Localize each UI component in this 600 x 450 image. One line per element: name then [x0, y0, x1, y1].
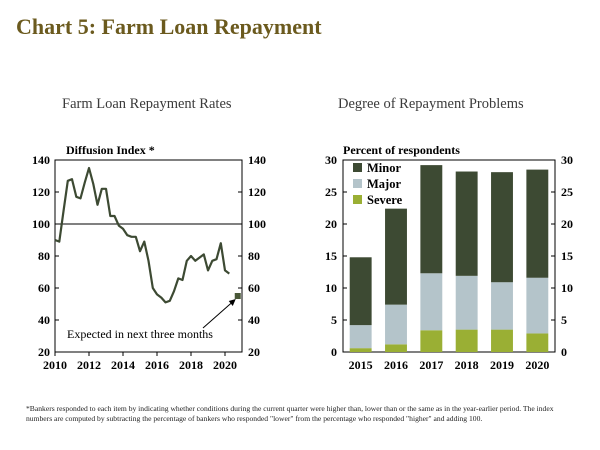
left-x-tick-label: 2014 [111, 358, 135, 372]
bar-severe-2019 [491, 329, 513, 352]
left-y-tick-label-right: 40 [248, 313, 260, 327]
left-y-axis-label: Diffusion Index * [66, 143, 155, 157]
right-x-tick-label: 2019 [490, 358, 514, 372]
bar-major-2016 [385, 304, 407, 345]
bar-minor-2017 [420, 165, 443, 274]
left-y-tick-label-right: 80 [248, 249, 260, 263]
legend-swatch-minor [353, 163, 362, 172]
right-y-tick-label: 15 [325, 249, 337, 263]
right-y-tick-label-right: 0 [561, 345, 567, 359]
expected-marker [234, 293, 241, 299]
left-y-tick-label: 120 [32, 185, 50, 199]
left-y-tick-label-right: 100 [248, 217, 266, 231]
left-y-tick-label: 140 [32, 153, 50, 167]
left-y-tick-label: 80 [38, 249, 50, 263]
bar-severe-2020 [526, 333, 549, 352]
bar-severe-2015 [349, 348, 372, 352]
right-y-tick-label-right: 25 [561, 185, 573, 199]
right-y-tick-label-right: 5 [561, 313, 567, 327]
left-x-tick-label: 2010 [43, 358, 67, 372]
right-x-tick-label: 2017 [419, 358, 443, 372]
left-series-line [54, 166, 230, 304]
legend-label-minor: Minor [367, 161, 401, 175]
bar-major-2015 [349, 325, 372, 349]
right-y-tick-label: 10 [325, 281, 337, 295]
right-y-tick-label-right: 15 [561, 249, 573, 263]
bar-minor-2020 [526, 169, 549, 278]
bar-minor-2016 [385, 208, 407, 305]
right-y-tick-label: 20 [325, 217, 337, 231]
right-y-tick-label: 5 [331, 313, 337, 327]
left-x-tick-label: 2018 [179, 358, 203, 372]
expected-label: Expected in next three months [67, 327, 213, 341]
right-y-tick-label: 0 [331, 345, 337, 359]
left-x-tick-label: 2012 [77, 358, 101, 372]
right-x-tick-label: 2015 [349, 358, 373, 372]
expected-arrow-head [228, 299, 236, 306]
bar-major-2018 [455, 275, 478, 330]
bar-severe-2017 [420, 330, 443, 352]
right-y-axis-label: Percent of respondents [343, 143, 460, 157]
right-y-tick-label-right: 30 [561, 153, 573, 167]
right-x-tick-label: 2016 [384, 358, 408, 372]
left-x-tick-label: 2020 [213, 358, 237, 372]
legend-label-severe: Severe [367, 193, 403, 207]
bar-major-2019 [491, 282, 513, 330]
bar-severe-2016 [385, 344, 407, 352]
left-y-tick-label: 60 [38, 281, 50, 295]
bar-minor-2015 [349, 257, 372, 326]
bar-severe-2018 [455, 329, 478, 352]
right-y-tick-label-right: 20 [561, 217, 573, 231]
left-y-tick-label-right: 120 [248, 185, 266, 199]
left-y-tick-label-right: 60 [248, 281, 260, 295]
right-y-tick-label: 25 [325, 185, 337, 199]
right-y-tick-label: 30 [325, 153, 337, 167]
page-title: Chart 5: Farm Loan Repayment [16, 14, 322, 39]
left-x-tick-label: 2016 [145, 358, 169, 372]
expected-arrow-line [202, 299, 236, 329]
left-y-tick-label-right: 20 [248, 345, 260, 359]
right-x-tick-label: 2018 [455, 358, 479, 372]
right-chart-title: Degree of Repayment Problems [338, 96, 524, 112]
bar-minor-2019 [491, 172, 513, 283]
right-x-tick-label: 2020 [525, 358, 549, 372]
bar-minor-2018 [455, 171, 478, 276]
bar-major-2020 [526, 277, 549, 334]
footnote: *Bankers responded to each item by indic… [26, 404, 554, 423]
left-y-tick-label: 20 [38, 345, 50, 359]
bar-major-2017 [420, 273, 443, 331]
left-y-tick-label: 40 [38, 313, 50, 327]
legend-swatch-severe [353, 195, 362, 204]
left-y-tick-label: 100 [32, 217, 50, 231]
legend-label-major: Major [367, 177, 401, 191]
left-y-tick-label-right: 140 [248, 153, 266, 167]
legend-swatch-major [353, 179, 362, 188]
right-y-tick-label-right: 10 [561, 281, 573, 295]
left-chart-title: Farm Loan Repayment Rates [62, 96, 232, 112]
